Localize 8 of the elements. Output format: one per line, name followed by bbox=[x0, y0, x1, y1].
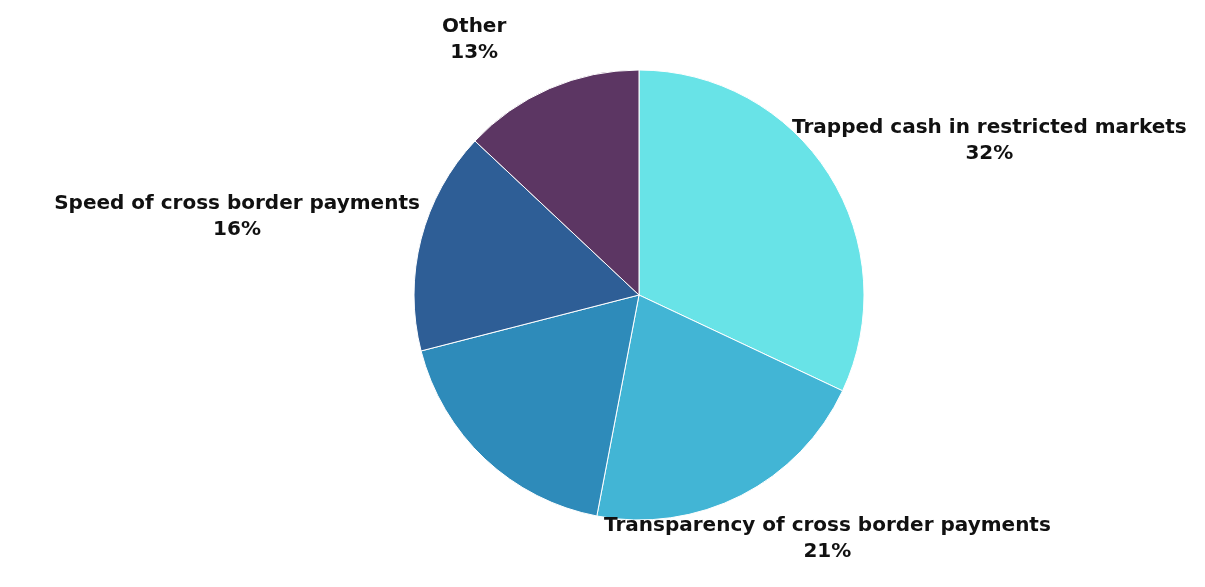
slice-label: Speed of cross border payments bbox=[54, 190, 420, 215]
data-label: 21% bbox=[803, 538, 852, 563]
slice-label: Trapped cash in restricted markets bbox=[792, 114, 1187, 139]
data-label: 16% bbox=[213, 216, 261, 241]
slice-label: Transparency of cross border payments bbox=[603, 512, 1051, 537]
slice-label: Other bbox=[442, 12, 507, 37]
data-label: 32% bbox=[965, 140, 1014, 165]
data-label: 13% bbox=[450, 38, 499, 63]
